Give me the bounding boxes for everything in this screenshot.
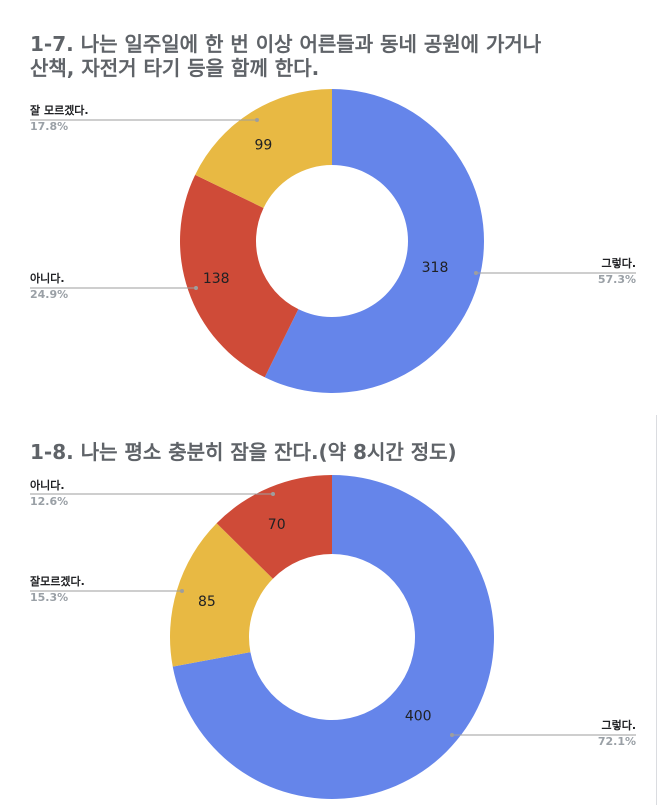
chart-2-legend-percent-2: 12.6% <box>30 495 68 508</box>
chart-2-legend-percent-0: 72.1% <box>598 735 636 748</box>
chart-1-legend-percent-2: 17.8% <box>30 120 68 133</box>
page-edge-divider <box>656 415 657 805</box>
chart-1-donut: 318 그렇다. 57.3% 138 아니다. 24.9% 99 잘 모르겠다. 17.8% <box>30 89 636 393</box>
chart-2-value-label-0: 400 <box>405 708 432 724</box>
chart-1-slice-2 <box>195 89 332 208</box>
chart-1-legend-percent-1: 24.9% <box>30 288 68 301</box>
chart-1-legend-name-0: 그렇다. <box>601 256 636 270</box>
chart-1-value-label-1: 138 <box>203 271 230 287</box>
chart-1-legend-name-1: 아니다. <box>30 271 65 285</box>
chart-1-value-label-2: 99 <box>254 137 272 153</box>
chart-2-title: 1-8. 나는 평소 충분히 잠을 잔다.(약 8시간 정도) <box>30 440 457 464</box>
chart-2-legend-name-2: 아니다. <box>30 478 65 492</box>
chart-1-slice-1 <box>180 174 299 378</box>
chart-2-value-label-2: 70 <box>268 517 286 533</box>
chart-2-leader-dot-0 <box>450 733 454 737</box>
chart-1-slice-0 <box>264 89 485 393</box>
chart-1-legend-name-2: 잘 모르겠다. <box>30 103 89 117</box>
chart-1-title: 1-7. 나는 일주일에 한 번 이상 어른들과 동네 공원에 가거나 산책, … <box>30 32 542 80</box>
chart-1-leader-dot-1 <box>194 286 198 290</box>
chart-2-legend-name-1: 잘모르겠다. <box>30 574 85 588</box>
chart-2-slice-2 <box>216 475 332 579</box>
chart-2-legend-name-0: 그렇다. <box>601 718 636 732</box>
chart-2-leader-dot-1 <box>180 589 184 593</box>
chart-2-legend-percent-1: 15.3% <box>30 591 68 604</box>
chart-1-legend-percent-0: 57.3% <box>598 273 636 286</box>
chart-2-leader-dot-2 <box>271 492 275 496</box>
chart-2-slice-1 <box>170 523 273 667</box>
chart-1-leader-dot-0 <box>474 271 478 275</box>
chart-2-slice-0 <box>172 475 494 799</box>
chart-1-value-label-0: 318 <box>422 260 449 276</box>
chart-2-value-label-1: 85 <box>198 594 216 610</box>
chart-1-leader-dot-2 <box>255 118 259 122</box>
